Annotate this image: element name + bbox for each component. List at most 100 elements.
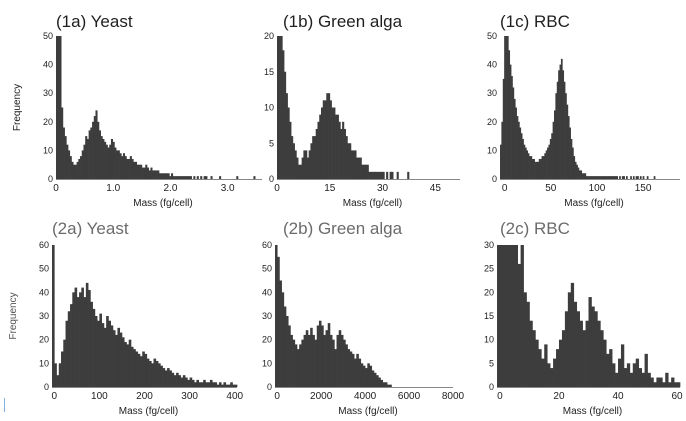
histogram-bar — [209, 379, 213, 387]
histogram-bar — [74, 164, 77, 179]
histogram-bar — [139, 356, 143, 387]
histogram-bar — [594, 311, 598, 387]
x-tick-label: 6000 — [398, 391, 421, 402]
histogram-bar — [499, 245, 504, 387]
histogram-bar — [379, 171, 382, 179]
histogram-bar — [592, 176, 595, 179]
histogram-bar — [505, 245, 510, 387]
histogram-bar — [506, 36, 509, 179]
histogram-bar — [565, 93, 567, 179]
histogram-bar — [370, 171, 373, 179]
histogram-bar — [169, 176, 172, 179]
histogram-bar — [146, 358, 150, 387]
histogram-bar — [603, 176, 606, 179]
histogram-bar — [630, 176, 632, 179]
histogram-bar — [576, 164, 578, 179]
histogram-bar — [671, 377, 675, 387]
histogram-bar — [551, 133, 553, 179]
x-axis-label: Mass (fg/cell) — [133, 198, 192, 209]
histogram-bar — [167, 368, 170, 387]
histogram-bar — [193, 176, 196, 179]
histogram-bar — [407, 171, 410, 179]
histogram-bar — [389, 384, 392, 387]
histogram-bar — [130, 346, 134, 387]
histogram-bar — [587, 176, 589, 179]
y-tick-label: 5 — [269, 138, 274, 148]
histogram-bar — [597, 320, 601, 387]
histogram-bar — [83, 144, 86, 179]
histogram-bar — [212, 382, 215, 387]
histogram-bar — [296, 349, 300, 387]
histogram-bar — [573, 301, 578, 387]
histogram-bar — [514, 245, 519, 387]
x-tick-label: 100 — [91, 391, 108, 402]
histogram-bar — [384, 382, 388, 387]
histogram-bar — [203, 176, 206, 179]
histogram-bar — [362, 365, 366, 387]
histogram-bar — [186, 176, 189, 179]
histogram-bar — [529, 156, 531, 179]
histogram-bar — [203, 379, 206, 387]
histogram-bar — [310, 327, 313, 387]
histogram-bar — [119, 153, 122, 179]
histogram-bar — [180, 377, 184, 387]
histogram-bar — [501, 121, 504, 179]
histogram-bar — [142, 351, 145, 387]
histogram-bar — [591, 306, 595, 387]
histogram-bar — [179, 176, 182, 179]
histogram-bar — [338, 330, 342, 387]
histogram-bar — [58, 363, 62, 387]
x-tick-label: 100 — [589, 183, 606, 194]
histogram-bar — [128, 158, 131, 179]
histogram-bar — [126, 158, 129, 179]
histogram-bar — [613, 176, 616, 179]
histogram-bar — [287, 107, 290, 179]
histogram-bar — [74, 287, 78, 387]
histogram-bar — [284, 71, 287, 179]
histogram-bar — [373, 372, 377, 387]
histogram-bar — [133, 349, 136, 387]
y-tick-label: 10 — [484, 335, 494, 345]
histogram-bar — [517, 263, 521, 387]
x-axis-label: Mass (fg/cell) — [343, 198, 402, 209]
histogram-bar — [336, 114, 339, 179]
histogram-bar — [542, 156, 545, 179]
x-tick-label: 1.0 — [106, 183, 120, 194]
histogram-bar — [198, 382, 202, 387]
y-axis-label: Frequency — [8, 292, 19, 339]
histogram-bar — [380, 379, 384, 387]
histogram-bar — [561, 330, 566, 387]
histogram-bar — [572, 147, 574, 179]
histogram-bar — [219, 176, 222, 179]
histogram-bar — [223, 382, 227, 387]
histogram-bar — [277, 256, 280, 387]
histogram-bar — [315, 128, 318, 179]
histogram-bar — [601, 176, 603, 179]
histogram-bar — [376, 375, 379, 387]
histogram-bar — [559, 64, 562, 179]
histogram-bar — [618, 358, 622, 387]
histogram-bar — [76, 297, 80, 387]
histogram-bar — [92, 308, 96, 387]
histogram-bar — [306, 157, 310, 179]
histogram-bar — [369, 365, 373, 387]
histogram-bar — [519, 127, 522, 179]
histogram-bar — [97, 121, 100, 179]
histogram-bar — [386, 171, 389, 179]
histogram-bar — [136, 164, 139, 179]
panel-title: (2b) Green alga — [283, 219, 403, 238]
histogram-bar — [97, 320, 100, 387]
histogram-bar — [310, 143, 313, 179]
y-tick-label: 0 — [44, 382, 49, 392]
histogram-bar — [508, 245, 513, 387]
histogram-bar — [513, 98, 516, 179]
histogram-bar — [646, 176, 649, 179]
y-tick-label: 20 — [39, 335, 49, 345]
histogram-bar — [145, 164, 148, 179]
histogram-bar — [350, 150, 354, 179]
histogram-bar — [103, 327, 107, 387]
y-tick-label: 40 — [39, 287, 49, 297]
histogram-bar — [520, 133, 523, 179]
histogram-bar — [502, 78, 505, 179]
histogram-bar — [176, 176, 179, 179]
